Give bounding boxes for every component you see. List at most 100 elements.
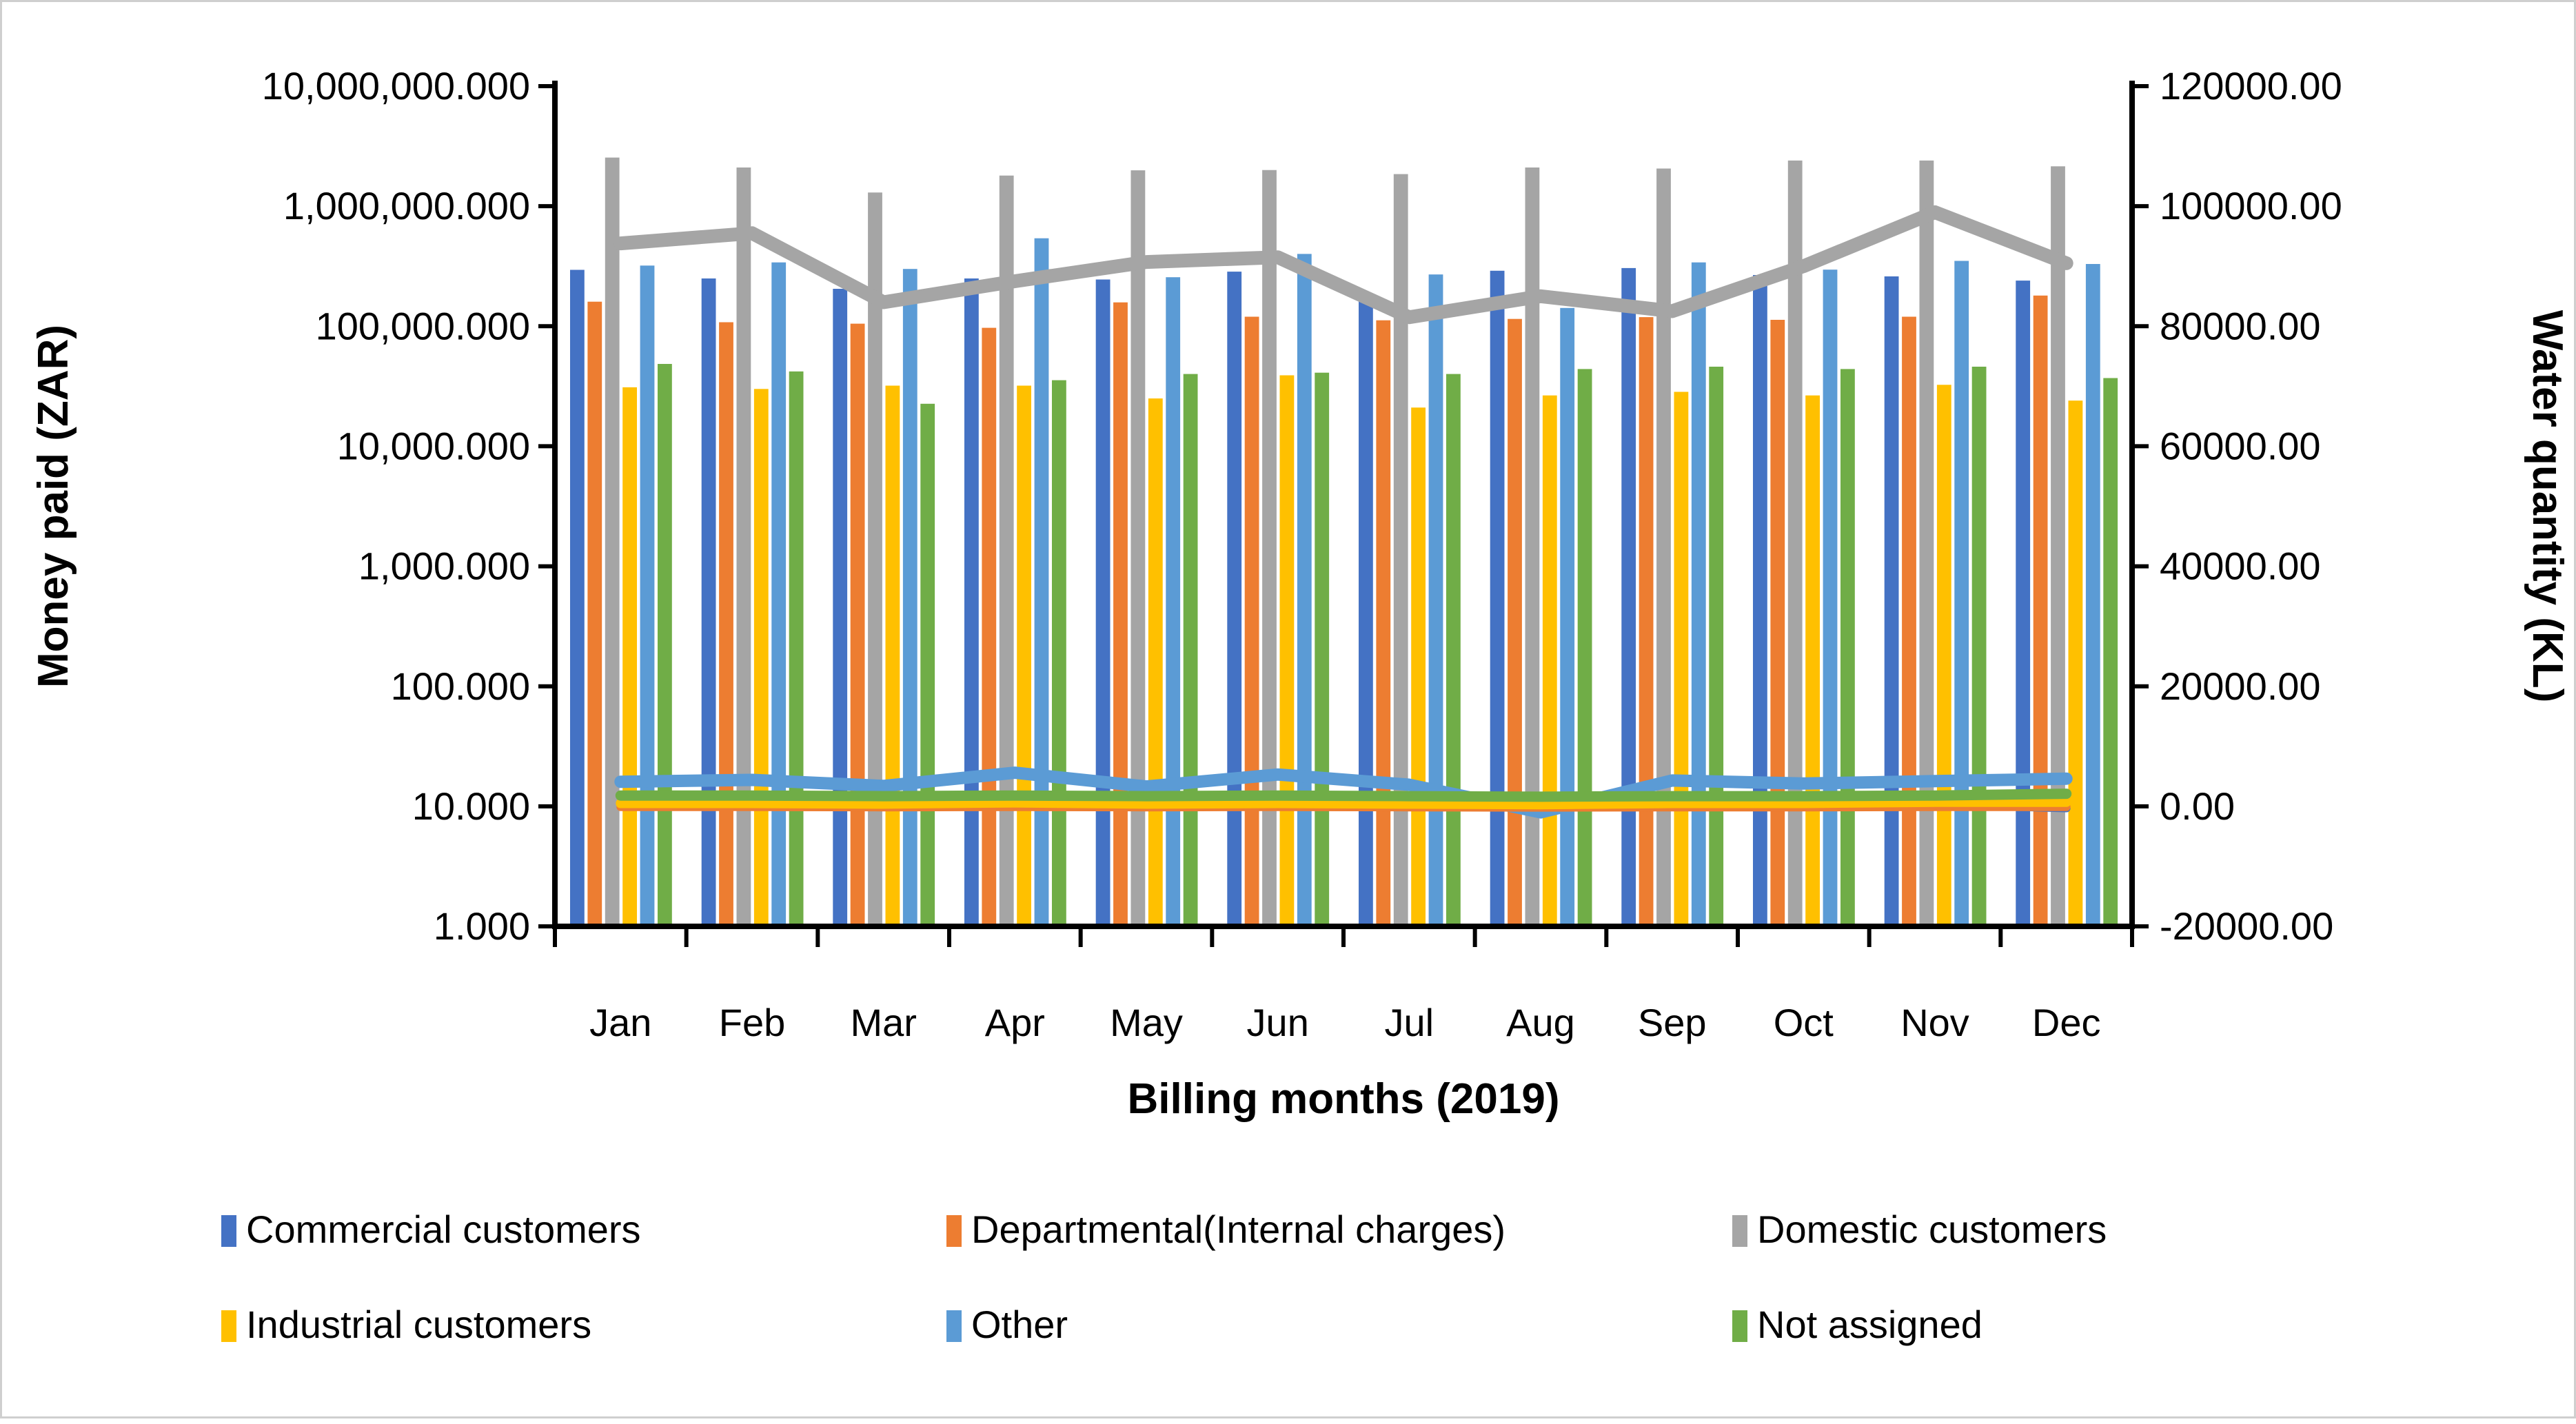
y-left-tick-label: 100,000.000 [316,304,530,347]
bar-industrial-customers-jul [1411,407,1426,926]
legend-label-not-assigned: Not assigned [1757,1303,1982,1346]
bar-industrial-customers-jun [1279,375,1295,926]
bar-industrial-customers-dec [2068,400,2083,926]
bar-departmental-internal-charges-may [1113,302,1128,926]
legend-swatch-not-assigned [1732,1310,1747,1342]
y-right-tick-label: 0.00 [2160,784,2235,828]
bar-departmental-internal-charges-mar [850,323,865,927]
bar-other-jan [640,265,655,926]
bar-other-may [1166,277,1181,926]
bar-departmental-internal-charges-oct [1770,320,1785,926]
legend-swatch-departmental-internal-charges [946,1215,962,1247]
bar-commercial-customers-oct [1753,275,1767,926]
bar-commercial-customers-apr [964,278,979,926]
bar-domestic-customers-oct [1787,160,1803,926]
bar-industrial-customers-nov [1936,385,1951,926]
bar-industrial-customers-sep [1674,391,1689,926]
bar-commercial-customers-jan [570,269,585,926]
bar-commercial-customers-sep [1621,267,1636,926]
bar-industrial-customers-aug [1542,395,1557,926]
bar-not-assigned-oct [1840,369,1855,926]
bar-other-jul [1428,274,1443,926]
bar-other-mar [902,269,917,926]
bar-not-assigned-sep [1709,367,1724,926]
bar-other-nov [1954,261,1969,926]
y-right-tick-label: 40000.00 [2160,545,2321,588]
bar-industrial-customers-may [1148,398,1163,926]
bar-other-oct [1823,269,1838,926]
x-tick-label-sep: Sep [1638,1001,1707,1044]
bar-departmental-internal-charges-jul [1376,320,1391,926]
y-right-tick-label: 60000.00 [2160,424,2321,467]
bar-industrial-customers-mar [885,385,900,926]
legend-swatch-other [946,1310,962,1342]
bar-domestic-customers-dec [2051,166,2065,926]
y-left-axis-title: Money paid (ZAR) [30,325,77,688]
bar-commercial-customers-aug [1490,270,1505,926]
legend-label-departmental-internal-charges: Departmental(Internal charges) [971,1208,1505,1251]
legend-swatch-industrial-customers [221,1310,236,1342]
bar-not-assigned-jan [658,364,672,926]
x-tick-label-may: May [1110,1001,1183,1044]
x-tick-label-apr: Apr [985,1001,1045,1044]
bar-domestic-customers-jul [1393,174,1408,927]
bar-not-assigned-jun [1315,372,1330,926]
legend-label-industrial-customers: Industrial customers [246,1303,591,1346]
bar-departmental-internal-charges-dec [2033,295,2048,926]
bar-industrial-customers-feb [753,389,769,926]
bar-not-assigned-jul [1446,374,1461,926]
bar-domestic-customers-feb [736,167,751,926]
bar-not-assigned-nov [1971,367,1987,926]
bar-commercial-customers-may [1095,279,1110,926]
bar-departmental-internal-charges-feb [719,322,733,926]
x-tick-label-feb: Feb [719,1001,786,1044]
bar-commercial-customers-jul [1359,293,1373,926]
x-tick-label-jun: Jun [1247,1001,1309,1044]
y-left-tick-label: 1.000 [434,904,530,948]
y-left-tick-label: 10.000 [412,784,530,828]
bar-domestic-customers-mar [868,192,882,926]
x-axis-title: Billing months (2019) [1128,1075,1560,1123]
x-tick-label-mar: Mar [850,1001,916,1044]
legend-label-commercial-customers: Commercial customers [246,1208,641,1251]
x-tick-label-oct: Oct [1774,1001,1834,1044]
bar-departmental-internal-charges-apr [982,327,997,927]
bar-departmental-internal-charges-sep [1639,317,1654,927]
bar-other-aug [1560,307,1575,926]
bar-departmental-internal-charges-aug [1508,318,1522,926]
y-right-tick-label: -20000.00 [2160,904,2333,948]
bar-not-assigned-mar [920,403,935,926]
bar-industrial-customers-jan [622,387,637,926]
line-domestic-customers [613,205,2073,325]
x-tick-label-nov: Nov [1900,1001,1969,1044]
bar-not-assigned-may [1183,374,1198,926]
bar-departmental-internal-charges-nov [1902,316,1916,926]
y-left-tick-label: 10,000.000 [337,424,530,467]
y-right-tick-label: 20000.00 [2160,664,2321,708]
y-right-tick-label: 80000.00 [2160,304,2321,347]
bar-other-dec [2085,264,2100,926]
y-right-tick-label: 100000.00 [2160,184,2342,227]
bar-commercial-customers-feb [701,278,716,926]
bar-other-feb [771,262,787,926]
x-tick-label-aug: Aug [1506,1001,1575,1044]
legend-swatch-commercial-customers [221,1215,236,1247]
y-right-axis-title: Water quantity (KL) [2524,310,2571,702]
bar-departmental-internal-charges-jan [587,301,602,926]
legend-label-other: Other [971,1303,1068,1346]
bar-domestic-customers-jan [605,157,620,927]
y-left-tick-label: 10,000,000.000 [262,64,530,108]
bar-domestic-customers-aug [1525,167,1540,926]
x-tick-label-jul: Jul [1385,1001,1434,1044]
bar-industrial-customers-apr [1017,385,1031,926]
bar-domestic-customers-sep [1656,168,1671,926]
y-left-tick-label: 1,000,000.000 [283,184,530,227]
bar-not-assigned-apr [1052,380,1066,926]
bar-commercial-customers-nov [1884,276,1899,926]
bar-industrial-customers-oct [1805,395,1820,926]
bar-domestic-customers-apr [999,175,1014,927]
bar-domestic-customers-nov [1919,160,1934,926]
x-tick-label-dec: Dec [2032,1001,2101,1044]
bar-not-assigned-aug [1577,369,1592,926]
